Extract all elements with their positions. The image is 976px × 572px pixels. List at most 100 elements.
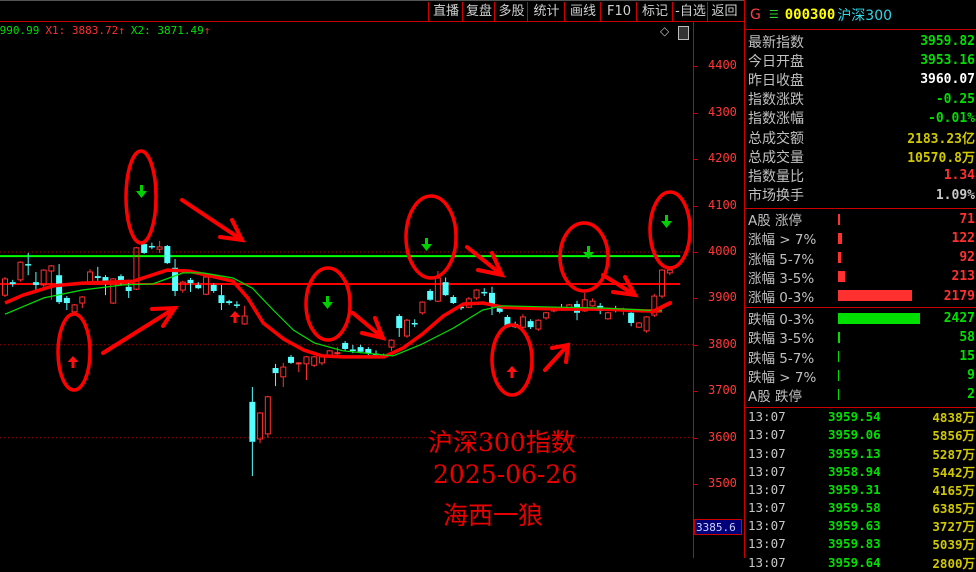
candle-body bbox=[318, 356, 325, 364]
stat-value: 2183.23亿 bbox=[907, 132, 975, 148]
toolbar-button[interactable]: 画线 bbox=[564, 2, 601, 22]
candlestick-chart[interactable] bbox=[0, 40, 693, 558]
candle-body bbox=[71, 304, 78, 313]
stat-row: 指数涨幅 -0.01% bbox=[745, 109, 976, 128]
candle-body bbox=[79, 296, 86, 304]
stat-label: 指数涨跌 bbox=[748, 92, 804, 109]
candle-body bbox=[280, 366, 287, 378]
distribution-bar bbox=[838, 290, 912, 302]
candle-body bbox=[481, 291, 488, 294]
stat-row: 总成交量 10570.8万 bbox=[745, 147, 976, 167]
candle-body bbox=[303, 356, 310, 365]
candle-body bbox=[581, 299, 588, 312]
distribution-bar bbox=[838, 331, 840, 343]
candle-body bbox=[117, 276, 124, 284]
axis-tick-label: 3700 bbox=[708, 383, 737, 398]
stock-name: 沪深300 bbox=[837, 7, 893, 24]
distribution-label: A股 跌停 bbox=[748, 388, 803, 405]
stat-value: 3960.07 bbox=[920, 72, 975, 88]
axis-tick-label: 3900 bbox=[708, 290, 737, 305]
candle-body bbox=[473, 289, 480, 299]
candle-body bbox=[589, 300, 596, 307]
distribution-row: 涨幅 3-5% 213 bbox=[745, 267, 976, 287]
candle-body bbox=[210, 284, 217, 291]
candle-body bbox=[63, 297, 70, 304]
axis-tick bbox=[693, 298, 698, 300]
panel-toggle-icon[interactable] bbox=[678, 26, 689, 40]
tick-row: 13:07 3959.64 2800万 bbox=[745, 553, 976, 571]
distribution-label: 跌幅 3-5% bbox=[748, 331, 815, 348]
stat-label: 今日开盘 bbox=[748, 53, 804, 70]
candle-body bbox=[272, 368, 279, 374]
tick-row: 13:07 3959.58 6385万 bbox=[745, 499, 976, 517]
tick-row: 13:07 3958.94 5442万 bbox=[745, 462, 976, 480]
candle-body bbox=[202, 276, 209, 295]
toolbar-button[interactable]: F10 bbox=[600, 2, 637, 22]
tick-row: 13:07 3959.13 5287万 bbox=[745, 444, 976, 462]
candle-body bbox=[496, 308, 503, 312]
stat-row: 今日开盘 3953.16 bbox=[745, 51, 976, 70]
stat-value: 1.09% bbox=[935, 187, 975, 203]
distribution-bar bbox=[838, 370, 839, 382]
axis-tick-label: 4400 bbox=[708, 58, 737, 73]
tick-list: 13:07 3959.54 4838万 13:07 3959.06 5856万 13:07 3… bbox=[745, 406, 976, 572]
stat-value: 3959.82 bbox=[920, 34, 975, 50]
candle-body bbox=[195, 284, 202, 289]
distribution-label: 涨幅 3-5% bbox=[748, 270, 815, 287]
candle-body bbox=[25, 264, 32, 266]
distribution-count: 2 bbox=[967, 387, 975, 403]
candle-body bbox=[241, 315, 248, 325]
distribution-row: 跌幅 0-3% 2427 bbox=[745, 309, 976, 329]
candle-body bbox=[9, 282, 16, 285]
candle-body bbox=[365, 348, 372, 354]
tick-row: 13:07 3959.54 4838万 bbox=[745, 408, 976, 426]
distribution-bar bbox=[838, 312, 920, 324]
diamond-icon[interactable]: ◇ bbox=[660, 24, 670, 38]
candle-body bbox=[249, 401, 256, 442]
distribution-count: 2427 bbox=[943, 310, 975, 326]
toolbar-button[interactable]: 统计 bbox=[527, 2, 565, 22]
distribution-row: 涨幅 5-7% 92 bbox=[745, 248, 976, 268]
axis-tick-label: 3600 bbox=[708, 429, 737, 444]
candle-body bbox=[110, 278, 117, 304]
distribution-count: 9 bbox=[967, 368, 975, 384]
candle-body bbox=[2, 278, 8, 296]
moving-average-line bbox=[4, 272, 663, 357]
stat-label: 总成交额 bbox=[748, 130, 804, 147]
annotation-author: 海西一狼 bbox=[443, 501, 544, 530]
toolbar-button[interactable]: 复盘 bbox=[462, 2, 495, 22]
toolbar-button[interactable]: 标记 bbox=[636, 2, 673, 22]
price-axis-line bbox=[693, 22, 694, 558]
distribution-count: 15 bbox=[959, 349, 975, 365]
candle-body bbox=[519, 316, 526, 328]
distribution-row: 跌幅 3-5% 58 bbox=[745, 328, 976, 348]
tick-price: 3959.31 bbox=[828, 481, 881, 497]
axis-tick bbox=[693, 112, 698, 114]
toolbar-button[interactable]: 返回 bbox=[707, 2, 741, 22]
toolbar-button[interactable]: -自选 bbox=[672, 2, 708, 22]
axis-tick bbox=[693, 66, 698, 68]
stat-label: 市场换手 bbox=[748, 188, 804, 205]
distribution-label: 涨幅 > 7% bbox=[748, 232, 817, 249]
tick-time: 13:07 bbox=[748, 554, 786, 570]
panel-header: G ☰ 000300 沪深300 bbox=[745, 0, 976, 30]
candle-body bbox=[628, 312, 635, 323]
quote-panel: G ☰ 000300 沪深300 最新指数 3959.82 今日开盘 3953.16 昨… bbox=[744, 0, 976, 571]
distribution-bar bbox=[838, 232, 843, 244]
x1-value: X1: 3883.72 bbox=[45, 24, 119, 37]
tick-price: 3959.54 bbox=[828, 409, 881, 425]
menu-icon[interactable]: ☰ bbox=[768, 8, 779, 21]
stat-label: 总成交量 bbox=[748, 149, 804, 166]
annotation-title: 沪深300指数 bbox=[428, 428, 576, 457]
candle-body bbox=[419, 301, 426, 314]
distribution-bar bbox=[838, 271, 846, 283]
group-badge[interactable]: G bbox=[750, 6, 761, 23]
candle-body bbox=[187, 279, 194, 284]
toolbar-button[interactable]: 直播 bbox=[428, 2, 463, 22]
x1-arrow-icon: ↑ bbox=[118, 24, 125, 37]
candle-body bbox=[442, 282, 449, 296]
distribution-row: 涨幅 > 7% 122 bbox=[745, 229, 976, 249]
candle-body bbox=[40, 269, 47, 286]
toolbar-button[interactable]: 多股 bbox=[494, 2, 528, 22]
